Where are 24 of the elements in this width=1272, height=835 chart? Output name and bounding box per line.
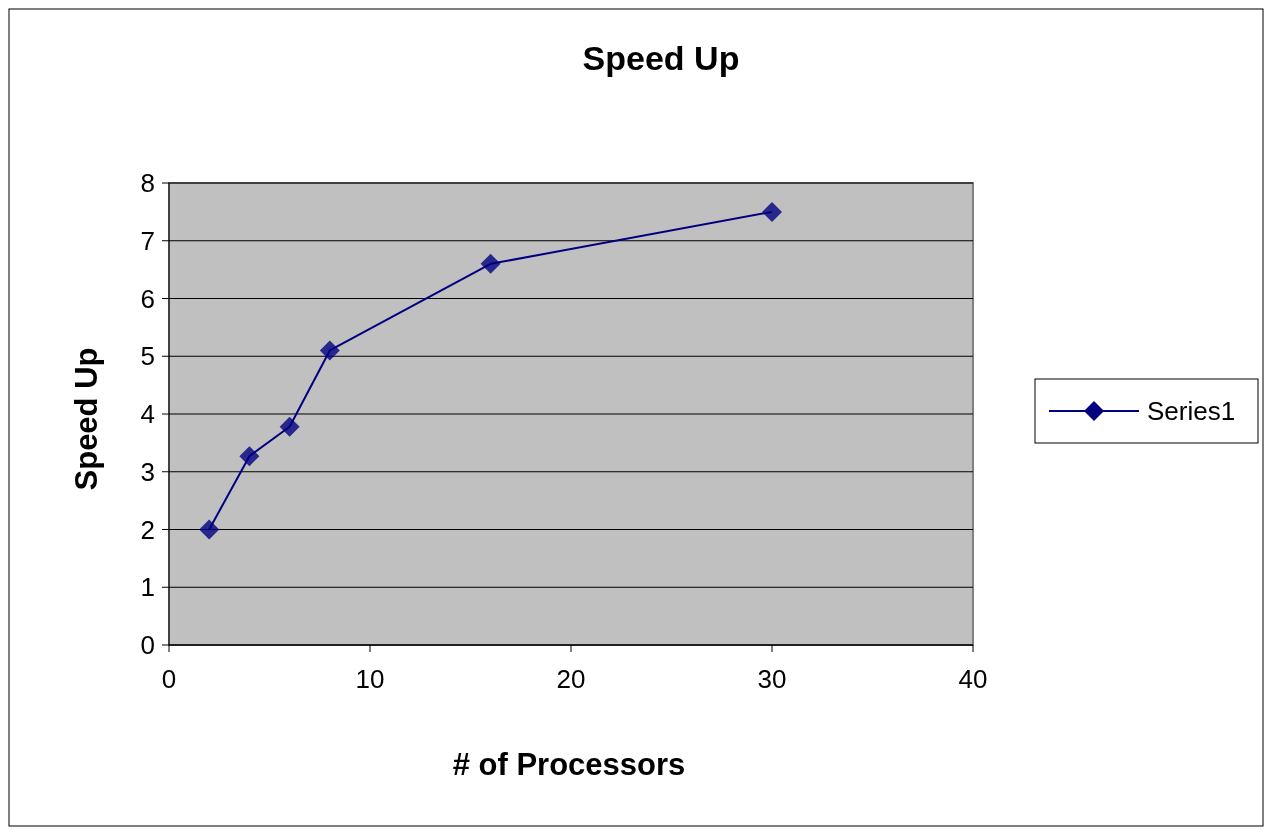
- x-tick-label: 0: [161, 664, 177, 694]
- y-tick-label: 7: [140, 225, 155, 256]
- x-tick-label: 10: [355, 664, 385, 694]
- x-tick-label: 40: [958, 664, 988, 694]
- y-tick-label: 4: [140, 399, 155, 430]
- y-tick-label: 6: [140, 283, 155, 314]
- y-axis-title: Speed Up: [69, 347, 104, 491]
- x-axis-title: # of Processors: [452, 747, 686, 782]
- point: [239, 446, 260, 467]
- point: [279, 416, 300, 437]
- point: [480, 253, 501, 274]
- y-tick-label: 0: [140, 630, 155, 661]
- x-tick-label: 20: [556, 664, 586, 694]
- y-tick-label: 5: [140, 341, 155, 372]
- chart-title: Speed Up: [582, 39, 740, 77]
- y-tick-label: 3: [140, 456, 155, 487]
- x-tick-label: 30: [757, 664, 787, 694]
- point: [762, 201, 782, 222]
- point: [199, 519, 220, 540]
- y-tick-label: 8: [140, 168, 155, 199]
- y-tick-label: 2: [140, 514, 155, 545]
- point: [319, 340, 340, 361]
- y-tick-label: 1: [140, 572, 155, 603]
- legend-label: Series1: [1147, 396, 1236, 427]
